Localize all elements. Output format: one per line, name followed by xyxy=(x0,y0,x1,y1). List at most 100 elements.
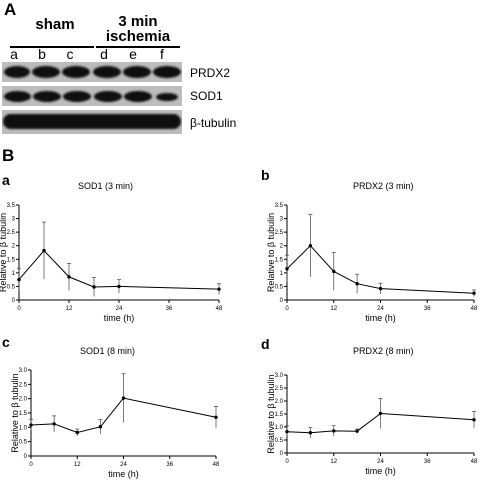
band-label-prdx2: PRDX2 xyxy=(190,66,231,80)
x-tick-label: 12 xyxy=(66,306,73,312)
chart-title: PRDX2 (8 min) xyxy=(353,346,414,356)
subpanel-c-label: c xyxy=(2,334,10,350)
data-point xyxy=(332,429,336,433)
sham-bracket-line xyxy=(10,46,94,48)
band-label-sod1: SOD1 xyxy=(190,89,223,103)
y-tick-label: 1.0 xyxy=(275,425,284,431)
x-tick-label: 36 xyxy=(424,306,431,312)
x-tick-label: 24 xyxy=(120,462,127,468)
x-tick-label: 12 xyxy=(330,306,337,312)
ischemia-bracket-line xyxy=(96,46,180,48)
band-label-beta-tubulin: β-tubulin xyxy=(190,116,237,130)
group-label-ischemia-line2: ischemia xyxy=(105,28,171,45)
subpanel-b-label: b xyxy=(261,167,270,183)
y-tick-label: 0.5 xyxy=(275,438,284,444)
y-axis-label: Relative to β tubulin xyxy=(10,373,20,452)
data-point xyxy=(17,277,21,282)
chart-prdx2-8min: PRDX2 (8 min) 0 0.5 1.0 1.5 2.0 2.5 3.0 0 12 24 36 4… xyxy=(266,346,478,476)
y-tick-label: 2.5 xyxy=(19,382,28,388)
data-point xyxy=(98,425,103,429)
data-point xyxy=(42,248,46,253)
y-tick-label: 2.5 xyxy=(7,230,16,236)
chart-sod1-8min: SOD1 (8 min) 0 0.5 1.0 1.5 2.0 2.5 3.0 0 12 24 36 48… xyxy=(10,346,220,479)
y-tick-label: 2.5 xyxy=(275,386,284,392)
data-point xyxy=(117,284,121,289)
data-point xyxy=(75,430,79,435)
x-axis-label: time (h) xyxy=(365,466,396,476)
x-tick-label: 48 xyxy=(216,306,223,312)
x-tick-label: 36 xyxy=(166,462,173,468)
y-tick-label: 0 xyxy=(280,451,284,457)
chart-title: SOD1 (8 min) xyxy=(80,346,135,356)
subpanel-a-label: a xyxy=(2,172,10,188)
data-point xyxy=(29,423,33,427)
y-tick-label: 0 xyxy=(12,298,16,304)
lane-label-d: d xyxy=(100,46,108,62)
y-tick-label: 1 xyxy=(280,271,284,277)
blot-strip-beta-tubulin xyxy=(2,110,182,134)
data-point xyxy=(308,244,313,248)
group-label-sham: sham xyxy=(35,16,75,33)
chart-sod1-3min: SOD1 (3 min) 0 0.5 1 1.5 2 2.5 3 3.5 0 12 24 36 48 tim… xyxy=(0,181,223,323)
blot-strip-prdx2 xyxy=(2,62,182,82)
y-tick-label: 3.0 xyxy=(19,368,28,374)
y-tick-label: 0.5 xyxy=(7,284,16,290)
data-point xyxy=(52,422,56,426)
x-tick-label: 24 xyxy=(377,306,384,312)
x-tick-label: 36 xyxy=(166,306,173,312)
data-point xyxy=(92,285,96,289)
panel-a-label: A xyxy=(4,0,17,19)
data-point xyxy=(285,429,289,434)
y-axis-label: Relative to β tubulin xyxy=(266,213,276,292)
subpanel-d-label: d xyxy=(261,336,270,352)
data-point xyxy=(214,415,218,419)
group-label-ischemia-line1: 3 min xyxy=(118,13,158,30)
y-tick-label: 2 xyxy=(280,244,284,250)
y-tick-label: 1 xyxy=(12,271,16,277)
data-point xyxy=(308,431,313,435)
data-point xyxy=(217,287,221,291)
lane-label-a: a xyxy=(10,46,18,62)
data-point xyxy=(355,282,359,286)
y-tick-label: 0.5 xyxy=(19,440,28,446)
y-tick-label: 1.5 xyxy=(275,412,284,418)
y-axis-label: Relative to β tubulin xyxy=(266,374,276,453)
y-tick-label: 2.0 xyxy=(19,397,28,403)
x-tick-label: 48 xyxy=(471,306,478,312)
y-tick-label: 2.0 xyxy=(275,399,284,405)
y-tick-label: 3 xyxy=(12,217,16,223)
data-point xyxy=(378,286,383,291)
data-point xyxy=(121,396,126,400)
x-tick-label: 24 xyxy=(377,459,384,465)
data-point xyxy=(285,267,289,271)
x-tick-label: 0 xyxy=(285,459,289,465)
y-tick-label: 3 xyxy=(280,217,284,223)
y-tick-label: 1.5 xyxy=(275,257,284,263)
x-tick-label: 48 xyxy=(213,462,220,468)
x-tick-label: 12 xyxy=(74,462,81,468)
x-axis-label: time (h) xyxy=(104,313,135,323)
y-tick-label: 0.5 xyxy=(275,284,284,290)
x-axis-label: time (h) xyxy=(365,313,396,323)
data-point xyxy=(472,418,476,422)
y-tick-label: 3.0 xyxy=(275,373,284,379)
y-tick-label: 1.5 xyxy=(19,411,28,417)
chart-title: PRDX2 (3 min) xyxy=(353,181,414,191)
data-point xyxy=(355,429,359,433)
y-axis-label: Relative to β tubulin xyxy=(0,213,8,292)
data-point xyxy=(67,275,71,279)
y-tick-label: 0 xyxy=(280,298,284,304)
data-point xyxy=(472,291,476,295)
x-tick-label: 0 xyxy=(17,306,21,312)
x-axis-label: time (h) xyxy=(108,469,139,479)
y-tick-label: 3.5 xyxy=(275,203,284,209)
y-tick-label: 3.5 xyxy=(7,203,16,209)
x-tick-label: 12 xyxy=(330,459,337,465)
y-tick-label: 2.5 xyxy=(275,230,284,236)
x-tick-label: 36 xyxy=(424,459,431,465)
series-line xyxy=(286,244,475,294)
lane-label-b: b xyxy=(38,46,46,62)
lane-label-e: e xyxy=(129,46,137,62)
panel-b-label: B xyxy=(2,146,15,165)
lane-label-f: f xyxy=(160,46,164,62)
